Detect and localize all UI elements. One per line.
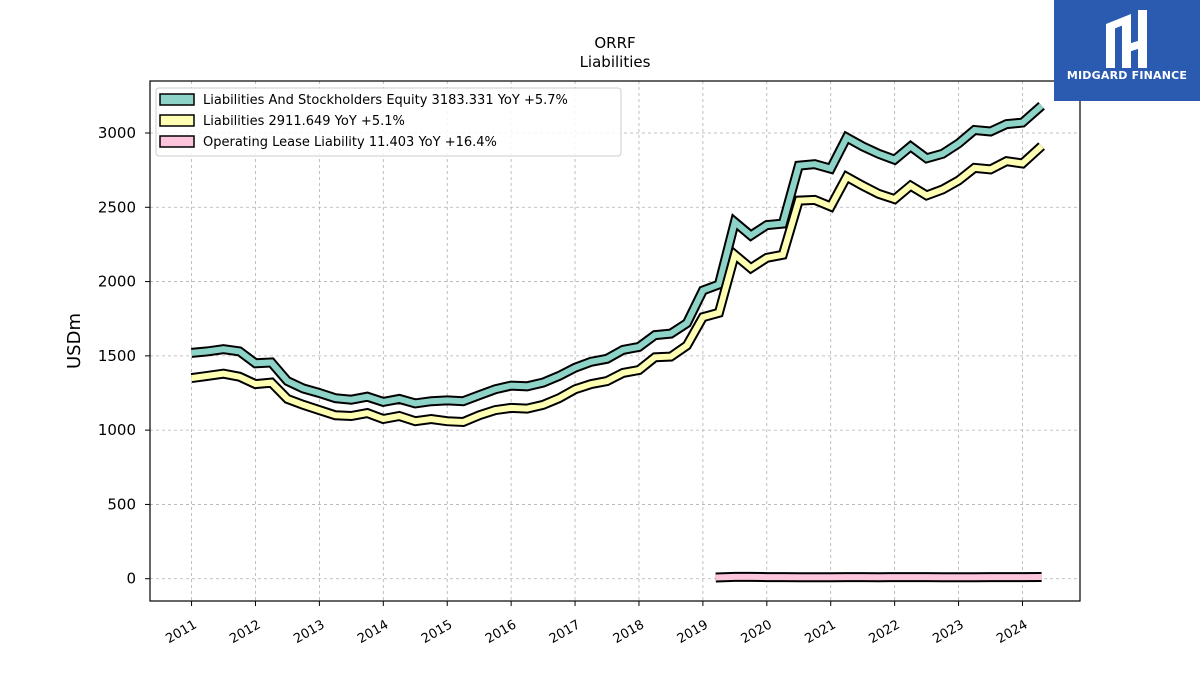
x-tick-label: 2019 xyxy=(675,617,711,647)
brand-logo: MIDGARD FINANCE xyxy=(1054,0,1200,101)
x-tick-label: 2023 xyxy=(930,617,966,647)
plot-frame xyxy=(149,80,1081,602)
legend: Liabilities And Stockholders Equity 3183… xyxy=(155,87,622,157)
y-tick-label: 1500 xyxy=(98,347,136,365)
x-tick-label: 2017 xyxy=(547,617,583,647)
series-lines xyxy=(190,102,1045,583)
legend-box xyxy=(155,87,622,157)
legend-swatch xyxy=(159,135,195,148)
x-tick-label: 2013 xyxy=(291,617,327,647)
y-tick-label: 500 xyxy=(107,495,136,513)
y-tick-label: 2000 xyxy=(98,273,136,291)
y-axis-label: USDm xyxy=(64,313,85,369)
x-tick-label: 2018 xyxy=(611,617,647,647)
legend-label: Operating Lease Liability 11.403 YoY +16… xyxy=(203,135,497,150)
chart-title: ORRF xyxy=(594,34,635,52)
series-line xyxy=(715,573,1042,581)
x-tick-label: 2021 xyxy=(803,617,839,647)
chart-subtitle: Liabilities xyxy=(580,53,651,71)
x-tick-label: 2016 xyxy=(483,617,519,647)
brand-name: MIDGARD FINANCE xyxy=(1066,69,1188,82)
legend-swatch xyxy=(159,93,195,106)
x-tick-label: 2024 xyxy=(994,617,1030,647)
y-tick-label: 3000 xyxy=(98,124,136,142)
x-tick-label: 2012 xyxy=(227,617,263,647)
y-tick-label: 0 xyxy=(126,570,136,588)
series-line xyxy=(191,143,1044,426)
legend-swatch xyxy=(159,114,195,127)
x-tick-label: 2020 xyxy=(739,617,775,647)
x-tick-label: 2015 xyxy=(419,617,455,647)
midgard-logo-icon xyxy=(1106,10,1147,68)
x-tick-label: 2014 xyxy=(355,617,391,647)
y-tick-label: 1000 xyxy=(98,421,136,439)
legend-label: Liabilities 2911.649 YoY +5.1% xyxy=(203,114,405,129)
y-tick-label: 2500 xyxy=(98,198,136,216)
legend-label: Liabilities And Stockholders Equity 3183… xyxy=(203,93,568,108)
x-tick-label: 2011 xyxy=(163,617,199,647)
series-line xyxy=(191,103,1044,407)
x-tick-label: 2022 xyxy=(866,617,902,647)
